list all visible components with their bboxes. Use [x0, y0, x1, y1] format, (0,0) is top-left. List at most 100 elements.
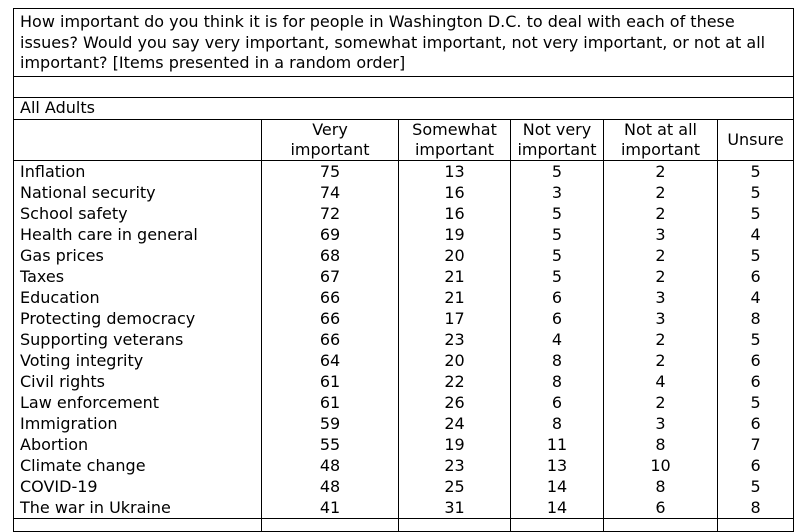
somewhat-important-column: 13 16 16 19 20 21 21 17 23 20 22 26 24 19 23 25 31 [398, 159, 511, 519]
table-row-label: Voting integrity [20, 350, 144, 370]
issue-column: Inflation National security School safety H… [13, 159, 262, 519]
table-cell: 31 [444, 497, 465, 517]
table-row-label: Gas prices [20, 245, 104, 265]
table-row-label: Supporting veterans [20, 329, 184, 349]
table-row-label: The war in Ukraine [20, 497, 171, 517]
table-row-label: Civil rights [20, 371, 105, 391]
table-cell: 3 [655, 287, 666, 307]
table-cell: 3 [655, 413, 666, 433]
question-row: How important do you think it is for peo… [12, 8, 795, 77]
table-cell: 69 [319, 224, 341, 244]
table-cell: 5 [750, 182, 761, 202]
table-row-label: School safety [20, 203, 128, 223]
table-cell: 21 [444, 266, 465, 286]
table-cell: 6 [750, 266, 761, 286]
table-cell: 13 [444, 161, 465, 181]
table-row-label: Abortion [20, 434, 89, 454]
data-block: Inflation National security School safety H… [13, 159, 795, 519]
survey-results-table: How important do you think it is for peo… [12, 8, 795, 532]
table-cell: 2 [655, 203, 666, 223]
table-cell: 5 [551, 161, 563, 181]
header-unsure: Unsure [716, 118, 795, 161]
table-cell: 72 [319, 203, 341, 223]
header-somewhat-important: Somewhat important [398, 118, 511, 161]
table-cell: 25 [444, 476, 465, 496]
survey-table-container: How important do you think it is for peo… [12, 8, 795, 532]
table-cell: 4 [750, 287, 761, 307]
table-cell: 6 [750, 455, 761, 475]
table-cell: 2 [655, 245, 666, 265]
table-cell: 5 [551, 245, 563, 265]
table-cell: 23 [444, 455, 465, 475]
table-cell: 2 [655, 161, 666, 181]
table-cell: 8 [655, 434, 666, 454]
table-cell: 2 [655, 329, 666, 349]
table-cell: 2 [655, 266, 666, 286]
table-cell: 67 [319, 266, 341, 286]
header-issue-cell [13, 118, 262, 161]
table-cell: 5 [551, 224, 563, 244]
table-cell: 13 [546, 455, 568, 475]
table-row-label: Inflation [20, 161, 86, 181]
table-cell: 61 [319, 392, 341, 412]
table-cell: 10 [650, 455, 671, 475]
group-label: All Adults [12, 96, 795, 120]
table-cell: 8 [551, 371, 563, 391]
table-cell: 3 [655, 224, 666, 244]
table-cell: 66 [319, 287, 341, 307]
table-cell: 23 [444, 329, 465, 349]
table-cell: 16 [444, 203, 465, 223]
table-cell: 22 [444, 371, 465, 391]
table-cell: 48 [319, 476, 341, 496]
spacer-row [12, 75, 795, 98]
table-cell: 5 [750, 245, 761, 265]
table-cell: 6 [655, 497, 666, 517]
table-cell: 19 [444, 224, 465, 244]
table-cell: 66 [319, 329, 341, 349]
table-cell: 61 [319, 371, 341, 391]
table-cell: 48 [319, 455, 341, 475]
table-cell: 6 [551, 308, 563, 328]
table-cell: 14 [546, 497, 568, 517]
table-cell: 55 [319, 434, 341, 454]
table-cell: 14 [546, 476, 568, 496]
header-not-very-important: Not very important [510, 118, 604, 161]
table-cell: 17 [444, 308, 465, 328]
blank-row [13, 517, 795, 532]
table-cell: 3 [551, 182, 563, 202]
table-cell: 8 [551, 350, 563, 370]
table-cell: 4 [750, 224, 761, 244]
table-row-label: Protecting democracy [20, 308, 196, 328]
table-cell: 64 [319, 350, 341, 370]
table-cell: 6 [750, 350, 761, 370]
table-cell: 5 [551, 266, 563, 286]
table-cell: 26 [444, 392, 465, 412]
table-cell: 2 [655, 350, 666, 370]
not-very-important-column: 5 3 5 5 5 5 6 6 4 8 8 6 8 11 13 14 14 [510, 159, 604, 519]
table-cell: 5 [750, 476, 761, 496]
table-cell: 20 [444, 350, 465, 370]
table-cell: 8 [655, 476, 666, 496]
table-cell: 6 [551, 287, 563, 307]
table-row-label: National security [20, 182, 156, 202]
table-cell: 4 [655, 371, 666, 391]
table-row-label: Immigration [20, 413, 118, 433]
table-row-label: Taxes [20, 266, 65, 286]
table-cell: 21 [444, 287, 465, 307]
table-row-label: Climate change [20, 455, 146, 475]
table-cell: 68 [319, 245, 341, 265]
table-cell: 24 [444, 413, 465, 433]
question-text: How important do you think it is for peo… [12, 8, 795, 77]
table-cell: 16 [444, 182, 465, 202]
table-cell: 11 [546, 434, 568, 454]
table-row-label: Law enforcement [20, 392, 160, 412]
table-cell: 5 [750, 392, 761, 412]
group-row: All Adults [12, 96, 795, 120]
table-cell: 6 [750, 413, 761, 433]
table-cell: 2 [655, 182, 666, 202]
table-cell: 20 [444, 245, 465, 265]
table-cell: 75 [319, 161, 341, 181]
table-cell: 6 [551, 392, 563, 412]
table-cell: 5 [551, 203, 563, 223]
